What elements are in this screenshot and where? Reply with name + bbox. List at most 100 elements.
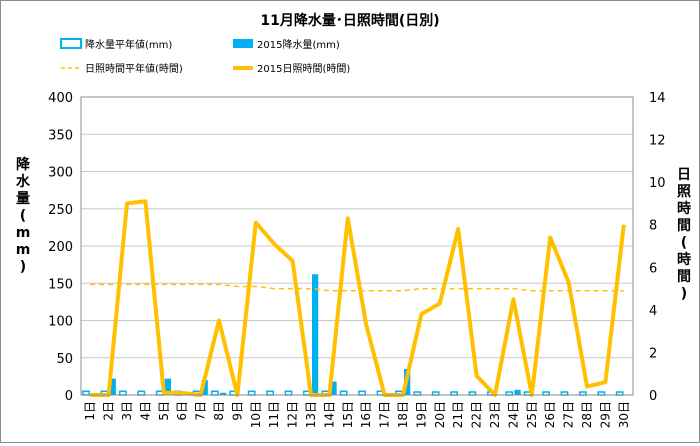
left-axis-label-char: m bbox=[16, 242, 31, 258]
x-tick-label: 7日 bbox=[194, 401, 208, 421]
right-tick-label: 4 bbox=[649, 304, 657, 319]
x-tick-label: 21日 bbox=[451, 401, 465, 428]
x-tick-label: 19日 bbox=[414, 401, 428, 428]
x-tick-label: 22日 bbox=[470, 401, 484, 428]
right-tick-label: 10 bbox=[649, 176, 666, 191]
x-tick-label: 12日 bbox=[286, 401, 300, 428]
x-tick-label: 26日 bbox=[543, 401, 557, 428]
x-tick-label: 4日 bbox=[138, 401, 152, 421]
rain-normal-bar bbox=[118, 390, 127, 396]
left-axis-label-char: 量 bbox=[16, 191, 30, 207]
right-tick-label: 8 bbox=[649, 219, 657, 234]
x-tick-label: 3日 bbox=[120, 401, 134, 421]
x-tick-label: 23日 bbox=[488, 401, 502, 428]
rain-normal-bar bbox=[82, 390, 90, 396]
x-tick-label: 18日 bbox=[396, 401, 410, 428]
rain-normal-bar bbox=[284, 390, 293, 396]
x-tick-label: 13日 bbox=[304, 401, 318, 428]
left-axis-label-char: m bbox=[16, 225, 31, 241]
legend-item-sun-2015: 2015日照時間(時間) bbox=[233, 63, 350, 75]
x-tick-label: 1日 bbox=[83, 401, 97, 421]
rain-2015-bar bbox=[220, 392, 227, 395]
x-tick-label: 28日 bbox=[580, 401, 594, 428]
left-axis-label: 降水量(mm) bbox=[16, 156, 31, 275]
right-axis-label-char: 時 bbox=[677, 200, 691, 217]
chart-title: 11月降水量･日照時間(日別) bbox=[260, 12, 439, 29]
rain-normal-bar bbox=[358, 390, 366, 396]
x-tick-label: 10日 bbox=[249, 401, 263, 428]
rain-2015-bar bbox=[312, 274, 319, 395]
right-axis-label-char: 時 bbox=[677, 251, 691, 268]
left-tick-label: 50 bbox=[56, 352, 73, 367]
legend-item-sun-normal: 日照時間平年値(時間) bbox=[61, 62, 183, 75]
x-tick-label: 14日 bbox=[322, 401, 336, 428]
rain-2015-bar bbox=[164, 378, 172, 395]
left-axis-label-char: 降 bbox=[16, 156, 31, 173]
x-tick-label: 2日 bbox=[102, 401, 116, 421]
x-axis-ticks: 1日 2日 3日 4日 5日 6日 7日 8日 9日 10日 11日 12日 13日 14日 15日 16日 1… bbox=[83, 401, 631, 428]
legend-item-rain-normal: 降水量平年値(mm) bbox=[60, 38, 172, 51]
x-tick-label: 16日 bbox=[359, 401, 373, 428]
legend-label-rain-normal: 降水量平年値(mm) bbox=[85, 38, 172, 51]
left-tick-label: 100 bbox=[48, 315, 73, 330]
x-tick-label: 29日 bbox=[598, 401, 612, 428]
legend-swatch-rain-normal bbox=[60, 38, 82, 49]
left-tick-label: 0 bbox=[65, 389, 73, 404]
right-axis-ticks: 0 2 4 6 8 10 12 14 bbox=[649, 91, 666, 404]
legend-swatch-rain-2015 bbox=[233, 39, 253, 48]
right-axis-label-char: 日 bbox=[677, 167, 691, 183]
legend-label-rain-2015: 2015降水量(mm) bbox=[257, 38, 340, 51]
x-tick-label: 5日 bbox=[157, 401, 171, 421]
sunshine-2015-line bbox=[90, 199, 626, 397]
rain-2015-bar bbox=[330, 381, 337, 395]
legend-label-sun-normal: 日照時間平年値(時間) bbox=[85, 62, 183, 75]
left-axis-label-char: 水 bbox=[16, 173, 31, 190]
left-axis-label-char: ( bbox=[20, 208, 26, 224]
x-tick-label: 8日 bbox=[212, 401, 226, 421]
legend: 降水量平年値(mm) 2015降水量(mm) 日照時間平年値(時間) 2015日… bbox=[60, 38, 350, 75]
rain-normal-bar bbox=[339, 390, 348, 396]
right-tick-label: 12 bbox=[649, 134, 666, 149]
left-tick-label: 400 bbox=[48, 91, 73, 106]
rain-2015-bar bbox=[109, 378, 116, 395]
rain-normal-bar bbox=[247, 390, 256, 396]
left-tick-label: 350 bbox=[48, 128, 73, 143]
left-tick-label: 300 bbox=[48, 166, 73, 181]
rain-normal-bar bbox=[210, 390, 219, 396]
rain-2015-bar bbox=[514, 389, 521, 395]
x-tick-label: 6日 bbox=[175, 401, 189, 421]
x-tick-label: 15日 bbox=[341, 401, 355, 428]
left-tick-label: 250 bbox=[48, 203, 73, 218]
rain-normal-bar bbox=[266, 390, 274, 396]
left-tick-label: 200 bbox=[48, 240, 73, 255]
rain-2015-bars bbox=[109, 274, 521, 395]
right-axis-label: 日照時間(時間) bbox=[677, 167, 691, 302]
right-axis-label-char: ( bbox=[681, 235, 687, 251]
sunshine-normal-line bbox=[90, 283, 624, 292]
x-tick-label: 30日 bbox=[617, 401, 631, 428]
right-axis-label-char: ) bbox=[681, 286, 687, 302]
left-tick-label: 150 bbox=[48, 277, 73, 292]
plot-area-border bbox=[80, 96, 634, 396]
x-tick-label: 20日 bbox=[433, 401, 447, 428]
x-tick-label: 27日 bbox=[562, 401, 576, 428]
legend-label-sun-2015: 2015日照時間(時間) bbox=[257, 63, 350, 75]
x-tick-label: 24日 bbox=[506, 401, 520, 428]
right-axis-label-char: 照 bbox=[677, 184, 691, 200]
sunshine-lines bbox=[90, 199, 626, 397]
right-tick-label: 2 bbox=[649, 346, 657, 361]
rain-normal-bar bbox=[137, 390, 146, 396]
x-tick-label: 25日 bbox=[525, 401, 539, 428]
legend-item-rain-2015: 2015降水量(mm) bbox=[233, 38, 340, 51]
x-tick-label: 11日 bbox=[267, 401, 281, 428]
right-axis-label-char: 間 bbox=[677, 269, 691, 285]
right-tick-label: 6 bbox=[649, 261, 657, 276]
x-tick-label: 17日 bbox=[378, 401, 392, 428]
left-axis-ticks: 0 50 100 150 200 250 300 350 400 bbox=[48, 91, 73, 404]
right-axis-label-char: 間 bbox=[677, 218, 691, 234]
right-tick-label: 14 bbox=[649, 91, 666, 106]
right-tick-label: 0 bbox=[649, 389, 657, 404]
rain-2015-bar bbox=[201, 380, 208, 395]
